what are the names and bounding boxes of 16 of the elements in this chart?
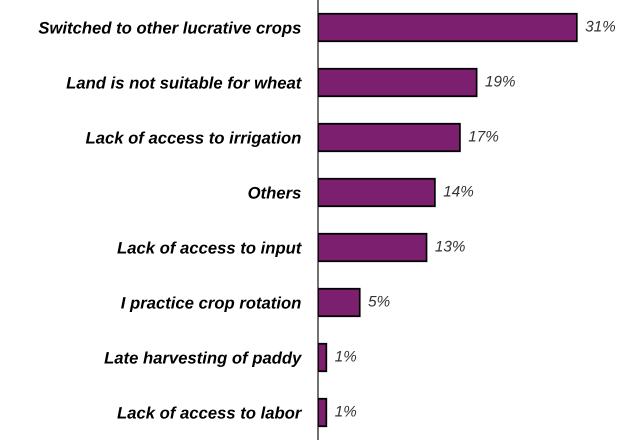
data-label: 14% xyxy=(444,186,474,197)
data-label: 1% xyxy=(335,406,356,417)
y-tick-label: Land is not suitable for wheat xyxy=(66,76,302,89)
y-tick-label: Switched to other lucrative crops xyxy=(38,21,301,37)
data-label: 31% xyxy=(586,20,616,32)
y-tick-label: Lack of access to irrigation xyxy=(86,131,301,147)
data-label: 13% xyxy=(435,240,465,252)
data-label: 5% xyxy=(368,296,390,307)
y-tick-label: I practice crop rotation xyxy=(121,296,301,312)
data-label: 1% xyxy=(335,350,356,362)
y-tick-label: Lack of access to input xyxy=(117,241,302,257)
data-label: 19% xyxy=(485,76,515,87)
y-tick-label: Lack of access to labor xyxy=(117,406,302,419)
y-tick-label: Late harvesting of paddy xyxy=(104,351,302,367)
data-label: 17% xyxy=(468,130,498,142)
y-tick-label: Others xyxy=(248,186,301,199)
